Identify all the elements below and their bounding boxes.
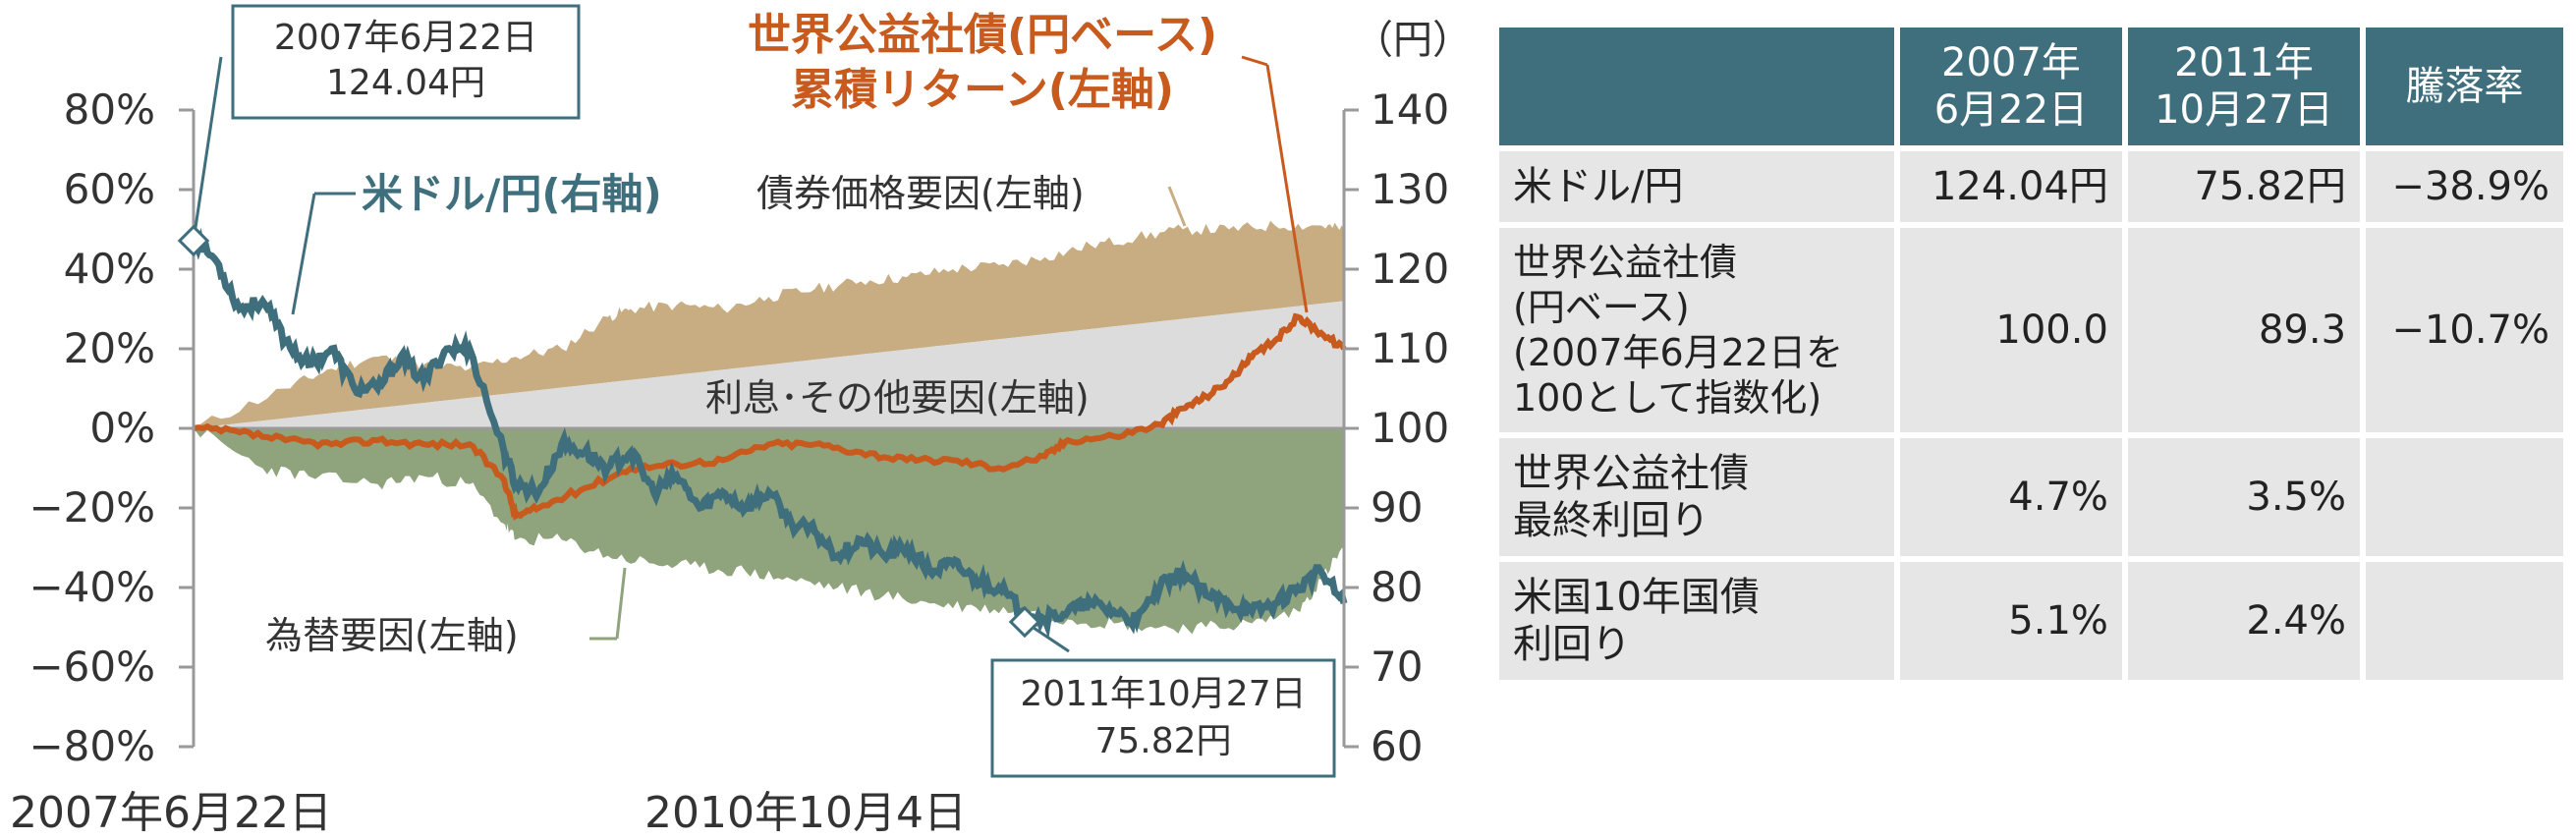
bond-leader-2	[1265, 64, 1309, 313]
left-axis-ticks: 80% 60% 40% 20% 0% −20% −40% −60% −80%	[28, 85, 194, 770]
end-callout-text: 2011年10月27日 75.82円	[1020, 674, 1306, 761]
fx-factor-label: 為替要因(左軸)	[265, 614, 519, 657]
end-callout-box	[990, 658, 1336, 778]
start-callout-box	[231, 4, 581, 120]
start-callout-leader	[192, 56, 223, 242]
table-header-row: 2007年 6月22日 2011年 10月27日 騰落率	[1499, 28, 2563, 145]
usdjpy-leader-2	[291, 193, 316, 315]
bond-leader	[1241, 55, 1268, 67]
price-factor-label: 債券価格要因(左軸)	[756, 172, 1085, 215]
left-tick-label: −80%	[28, 722, 155, 770]
usdjpy-label: 米ドル/円(右軸)	[362, 170, 662, 218]
end-callout-text-line: 75.82円	[1094, 721, 1231, 761]
cell-2007: 5.1%	[1899, 562, 2122, 680]
right-tick-label: 70	[1371, 643, 1423, 691]
start-callout-text-line: 2007年6月22日	[274, 18, 537, 58]
cell-2011: 2.4%	[2127, 562, 2361, 680]
left-tick-label: 60%	[64, 165, 155, 213]
row-label: 世界公益社債 最終利回り	[1499, 438, 1894, 556]
table-row: 米国10年国債 利回り 5.1% 2.4%	[1499, 562, 2563, 680]
right-tick-label: 140	[1371, 85, 1449, 134]
left-tick-label: −60%	[28, 643, 155, 691]
right-tick-label: 120	[1371, 245, 1449, 293]
start-callout-text-line: 124.04円	[326, 63, 485, 103]
cell-change	[2366, 562, 2563, 680]
price-factor-area	[194, 220, 1344, 428]
cell-change: −38.9%	[2366, 151, 2563, 222]
usdjpy-line	[190, 227, 1348, 640]
table-row: 世界公益社債 最終利回り 4.7% 3.5%	[1499, 438, 2563, 556]
plot-areas	[194, 220, 1344, 635]
left-tick-label: 20%	[64, 324, 155, 372]
fx-leader-2	[615, 567, 627, 640]
cell-2011: 75.82円	[2127, 151, 2361, 222]
bond-label-line: 累積リターン(左軸)	[791, 65, 1174, 115]
data-table: 2007年 6月22日 2011年 10月27日 騰落率 米ドル/円 124.0…	[1493, 22, 2569, 686]
left-tick-label: 0%	[89, 404, 155, 452]
bond-return-line	[193, 312, 1347, 521]
right-tick-label: 100	[1371, 404, 1449, 452]
x-tick-label: 2010年10月4日	[644, 788, 967, 838]
table-row: 米ドル/円 124.04円 75.82円 −38.9%	[1499, 151, 2563, 222]
header-blank	[1499, 28, 1894, 145]
cell-2007: 4.7%	[1899, 438, 2122, 556]
start-callout-text: 2007年6月22日 124.04円	[274, 18, 537, 103]
start-marker	[177, 224, 210, 257]
cell-change	[2366, 438, 2563, 556]
fx-factor-area	[194, 428, 1344, 635]
chart: 80% 60% 40% 20% 0% −20% −40% −60% −80% 140 130 120…	[10, 4, 1472, 838]
x-axis-ticks: 2007年6月22日 2010年10月4日	[10, 788, 967, 838]
cell-2007: 100.0	[1899, 228, 2122, 432]
right-tick-label: 130	[1371, 165, 1449, 213]
right-tick-label: 110	[1371, 324, 1449, 372]
x-tick-label: 2007年6月22日	[10, 788, 332, 838]
left-tick-label: 80%	[64, 85, 155, 134]
left-tick-label: −40%	[28, 563, 155, 611]
table-row: 世界公益社債 (円ベース) (2007年6月22日を 100として指数化) 10…	[1499, 228, 2563, 432]
row-label: 米ドル/円	[1499, 151, 1894, 222]
row-label: 世界公益社債 (円ベース) (2007年6月22日を 100として指数化)	[1499, 228, 1894, 432]
cell-2007: 124.04円	[1899, 151, 2122, 222]
right-tick-label: 60	[1371, 722, 1423, 770]
bond-return-label: 世界公益社債(円ベース)累積リターン(左軸)	[748, 10, 1217, 115]
cell-2011: 3.5%	[2127, 438, 2361, 556]
interest-factor-label: 利息･その他要因(左軸)	[705, 376, 1090, 420]
row-label: 米国10年国債 利回り	[1499, 562, 1894, 680]
left-tick-label: 40%	[64, 245, 155, 293]
end-callout-text-line: 2011年10月27日	[1020, 674, 1306, 714]
price-leader	[1167, 186, 1187, 227]
left-tick-label: −20%	[28, 483, 155, 532]
bond-label-line: 世界公益社債(円ベース)	[748, 10, 1217, 60]
cell-change: −10.7%	[2366, 228, 2563, 432]
right-tick-label: 90	[1371, 483, 1423, 532]
header-change: 騰落率	[2366, 28, 2563, 145]
end-marker	[1008, 605, 1041, 639]
interest-factor-area	[194, 301, 1344, 428]
right-axis-ticks: 140 130 120 110 100 90 80 70 60	[1344, 85, 1449, 770]
header-2007: 2007年 6月22日	[1899, 28, 2122, 145]
right-axis-unit: （円）	[1354, 18, 1472, 63]
header-2011: 2011年 10月27日	[2127, 28, 2361, 145]
cell-2011: 89.3	[2127, 228, 2361, 432]
right-tick-label: 80	[1371, 563, 1423, 611]
